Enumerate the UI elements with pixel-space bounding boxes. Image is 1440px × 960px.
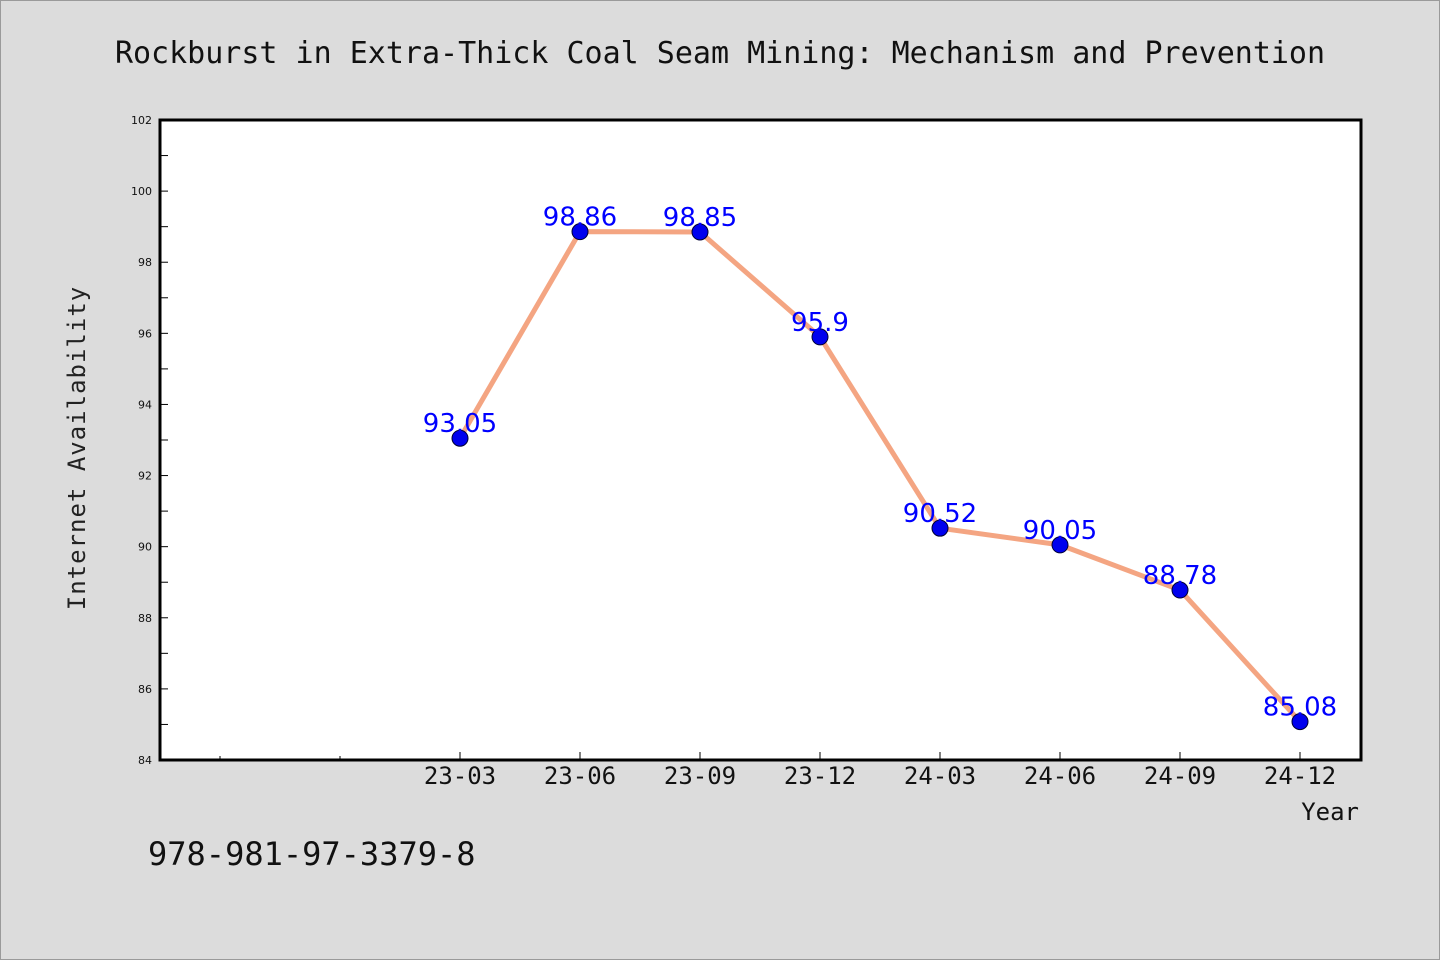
x-tick-label: 24-06	[1024, 762, 1096, 790]
data-label: 93.05	[423, 409, 497, 439]
data-label: 90.52	[903, 499, 977, 529]
y-tick-label: 94	[138, 398, 152, 411]
data-point	[1171, 581, 1189, 599]
y-axis-ticks: 84 86 88 90 92 94 96 98 100 102	[131, 114, 168, 767]
series-line	[457, 229, 1302, 724]
chart-title: Rockburst in Extra-Thick Coal Seam Minin…	[115, 36, 1325, 71]
data-point	[811, 328, 829, 346]
y-tick-label: 102	[131, 114, 152, 127]
y-tick-label: 86	[138, 683, 152, 696]
x-tick-label: 23-06	[544, 762, 616, 790]
y-axis-label: Internet Availability	[63, 286, 91, 610]
data-point	[571, 223, 589, 241]
y-tick-label: 92	[138, 470, 152, 483]
y-tick-label: 84	[138, 754, 152, 767]
x-tick-label: 24-03	[904, 762, 976, 790]
data-point	[451, 429, 469, 447]
data-label: 95.9	[791, 308, 849, 338]
data-point	[1051, 536, 1069, 554]
isbn-text: 978-981-97-3379-8	[148, 835, 476, 873]
data-point	[931, 519, 949, 537]
data-label: 88.78	[1143, 561, 1217, 591]
data-point	[1291, 713, 1309, 731]
data-point	[691, 223, 709, 241]
x-tick-label: 23-12	[784, 762, 856, 790]
series-layer: 93.05 98.86 98.85 95.9 90.52 90.05 88.78 85.08	[423, 203, 1337, 731]
x-tick-label: 24-12	[1264, 762, 1336, 790]
data-label: 85.08	[1263, 693, 1337, 723]
x-axis-ticks: 23-03 23-06 23-09 23-12 24-03 24-06 24-09 24-12	[219, 752, 1336, 790]
x-tick-label: 23-03	[424, 762, 496, 790]
data-label: 98.86	[543, 203, 617, 233]
data-label: 90.05	[1023, 516, 1097, 546]
y-tick-label: 100	[131, 185, 152, 198]
y-tick-label: 98	[138, 256, 152, 269]
plot-area	[158, 118, 1363, 762]
data-label: 98.85	[663, 203, 737, 233]
x-axis-label: Year	[1301, 798, 1359, 826]
x-tick-label: 24-09	[1144, 762, 1216, 790]
y-tick-label: 88	[138, 612, 152, 625]
x-tick-label: 23-09	[664, 762, 736, 790]
y-tick-label: 90	[138, 541, 152, 554]
y-tick-label: 96	[138, 327, 152, 340]
